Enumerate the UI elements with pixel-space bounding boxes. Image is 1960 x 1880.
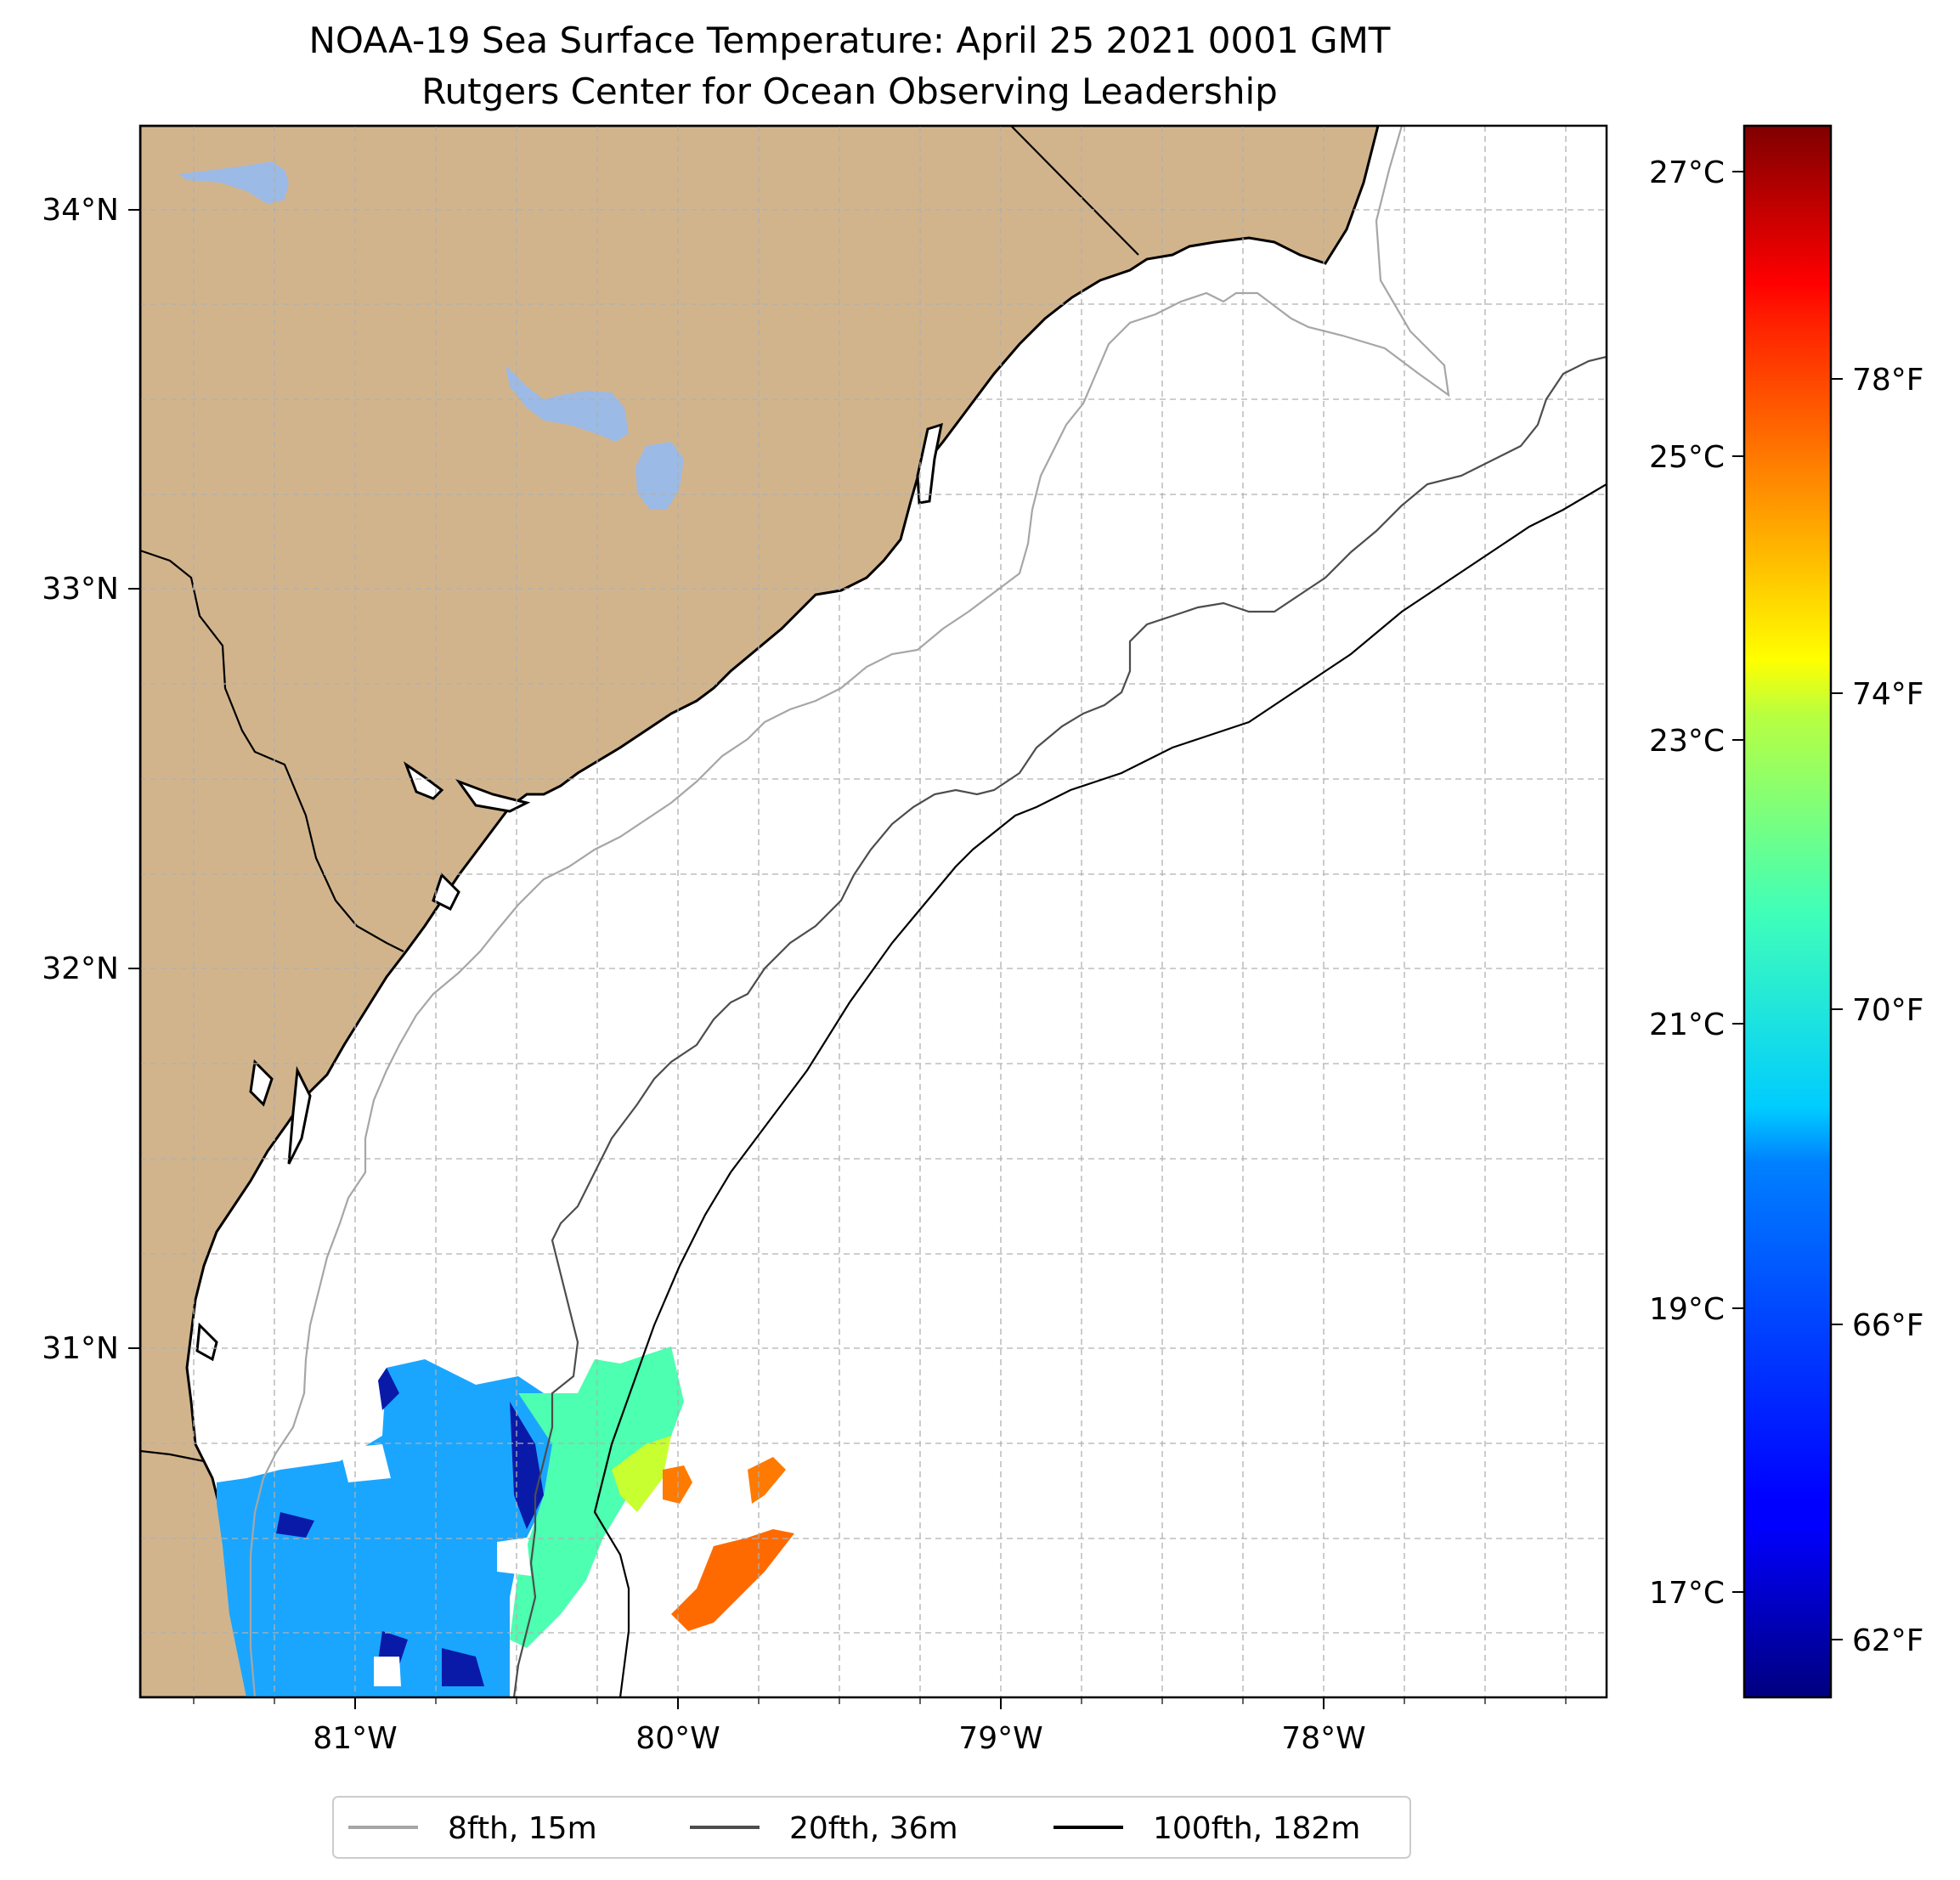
map-minor-ticks: [193, 1697, 1567, 1704]
state-border-nc-sc: [1010, 126, 1139, 256]
sst-patch-holes: [340, 1444, 565, 1686]
y-tick-label-34n: 34°N: [42, 193, 119, 228]
legend: 8fth, 15m 20fth, 36m 100fth, 182m: [332, 1796, 1411, 1859]
gridlines: [140, 126, 1607, 1697]
map-title-line1: NOAA-19 Sea Surface Temperature: April 2…: [309, 20, 1391, 61]
legend-label-20fth: 20fth, 36m: [789, 1811, 958, 1846]
colorbar-label-19c: 19°C: [1649, 1292, 1725, 1327]
isobath-20fth: [512, 355, 1607, 1697]
colorbar-label-62f: 62°F: [1852, 1623, 1924, 1658]
x-tick-label-81w: 81°W: [313, 1721, 397, 1756]
legend-box: [332, 1796, 1411, 1859]
colorbar: 27°C 25°C 23°C 21°C 19°C 17°C 78°F 74°F …: [1649, 124, 1924, 1699]
x-tick-label-80w: 80°W: [635, 1721, 720, 1756]
colorbar-label-25c: 25°C: [1649, 440, 1725, 475]
colorbar-label-27c: 27°C: [1649, 155, 1725, 190]
colorbar-gradient: [1743, 124, 1833, 1699]
map-tick-marks: [128, 209, 1325, 1709]
y-tick-label-31n: 31°N: [42, 1331, 119, 1366]
sst-patch-warm2: [748, 1457, 786, 1504]
colorbar-celsius-ticks: [1732, 171, 1744, 1593]
x-tick-label-78w: 78°W: [1281, 1721, 1365, 1756]
map-title-line2: Rutgers Center for Ocean Observing Leade…: [421, 71, 1278, 112]
x-tick-label-79w: 79°W: [958, 1721, 1042, 1756]
colorbar-label-21c: 21°C: [1649, 1008, 1725, 1042]
state-border-ga-fl: [140, 1449, 205, 1463]
land-area: [140, 126, 1380, 1697]
colorbar-fahrenheit-ticks: [1831, 378, 1843, 1640]
lakes: [178, 161, 684, 510]
map-frame: [138, 124, 1608, 1699]
isobath-8fth: [249, 126, 1450, 1697]
isobath-100fth: [593, 483, 1607, 1697]
colorbar-label-23c: 23°C: [1649, 724, 1725, 759]
estuaries: [195, 422, 943, 1362]
colorbar-label-66f: 66°F: [1852, 1308, 1924, 1343]
colorbar-label-78f: 78°F: [1852, 363, 1924, 398]
sst-patch-gulfstream-edge: [612, 1436, 671, 1512]
sst-patch-warm3: [671, 1529, 794, 1631]
y-tick-label-32n: 32°N: [42, 951, 119, 986]
colorbar-label-17c: 17°C: [1649, 1576, 1725, 1611]
colorbar-label-74f: 74°F: [1852, 677, 1924, 712]
legend-label-100fth: 100fth, 182m: [1153, 1811, 1360, 1846]
sst-data-patches: [217, 1346, 794, 1697]
y-tick-label-33n: 33°N: [42, 572, 119, 607]
colorbar-label-70f: 70°F: [1852, 993, 1924, 1028]
legend-label-8fth: 8fth, 15m: [448, 1811, 597, 1846]
sst-patch-main: [217, 1359, 561, 1697]
map-panel: 81°W 80°W 79°W 78°W 34°N 33°N 32°N 31°N: [42, 124, 1608, 1756]
